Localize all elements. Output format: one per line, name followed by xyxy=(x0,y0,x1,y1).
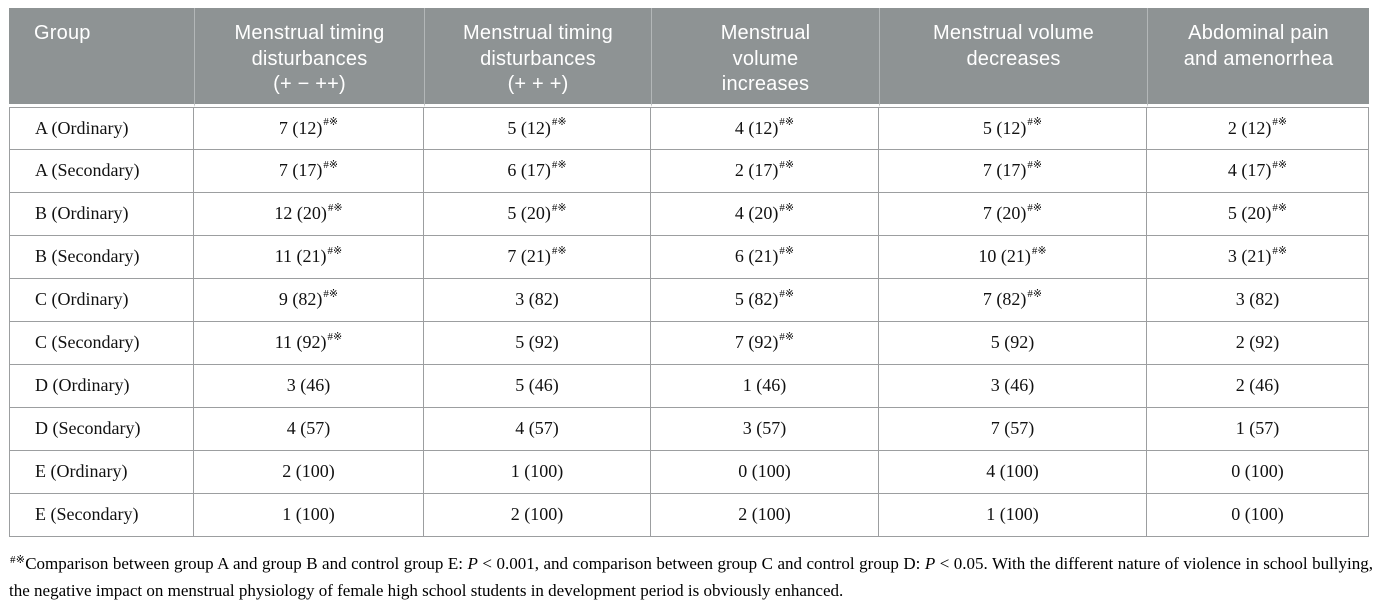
table-cell: 7 (21) #※ xyxy=(424,235,651,279)
table-cell: 3 (46) xyxy=(879,364,1147,408)
table-cell: 5 (92) xyxy=(879,321,1147,365)
table-cell: 3 (82) xyxy=(424,278,651,322)
row-group-label: D (Secondary) xyxy=(9,407,194,451)
table-cell: 5 (12) #※ xyxy=(879,106,1147,150)
column-header-timing-disturbances-mild: Menstrual timing disturbances (+ − ++) xyxy=(194,8,424,107)
row-group-label: A (Secondary) xyxy=(9,149,194,193)
column-header-group: Group xyxy=(9,8,194,107)
footnote-text: < 0.001, and comparison between group C … xyxy=(477,553,925,573)
table-cell: 0 (100) xyxy=(1147,493,1369,537)
table-cell: 3 (46) xyxy=(194,364,424,408)
row-group-label: A (Ordinary) xyxy=(9,106,194,150)
table-cell: 1 (100) xyxy=(879,493,1147,537)
table-cell: 4 (57) xyxy=(194,407,424,451)
significance-marker: #※ xyxy=(10,553,26,566)
table-cell: 5 (82) #※ xyxy=(651,278,879,322)
row-group-label: E (Ordinary) xyxy=(9,450,194,494)
table-cell: 1 (100) xyxy=(194,493,424,537)
table-cell: 7 (17) #※ xyxy=(879,149,1147,193)
table-cell: 5 (46) xyxy=(424,364,651,408)
table-cell: 2 (100) xyxy=(194,450,424,494)
table-cell: 5 (20) #※ xyxy=(1147,192,1369,236)
table-cell: 4 (100) xyxy=(879,450,1147,494)
table-cell: 2 (100) xyxy=(651,493,879,537)
row-group-label: B (Ordinary) xyxy=(9,192,194,236)
table-cell: 4 (20) #※ xyxy=(651,192,879,236)
table-cell: 2 (17) #※ xyxy=(651,149,879,193)
p-value-symbol: P xyxy=(467,553,478,573)
table-cell: 3 (21) #※ xyxy=(1147,235,1369,279)
table-cell: 2 (100) xyxy=(424,493,651,537)
footnote-text: Comparison between group A and group B a… xyxy=(25,553,468,573)
column-header-timing-disturbances-severe: Menstrual timing disturbances (+ + +) xyxy=(424,8,651,107)
table-figure: Group Menstrual timing disturbances (+ −… xyxy=(9,8,1373,605)
table-cell: 3 (57) xyxy=(651,407,879,451)
table-cell: 7 (92) #※ xyxy=(651,321,879,365)
table-cell: 9 (82) #※ xyxy=(194,278,424,322)
table-cell: 1 (100) xyxy=(424,450,651,494)
table-cell: 4 (12) #※ xyxy=(651,106,879,150)
table-cell: 10 (21) #※ xyxy=(879,235,1147,279)
table-cell: 1 (57) xyxy=(1147,407,1369,451)
column-header-volume-decreases: Menstrual volume decreases xyxy=(879,8,1147,107)
row-group-label: E (Secondary) xyxy=(9,493,194,537)
table-cell: 7 (57) xyxy=(879,407,1147,451)
table-cell: 6 (21) #※ xyxy=(651,235,879,279)
row-group-label: C (Ordinary) xyxy=(9,278,194,322)
table-cell: 3 (82) xyxy=(1147,278,1369,322)
column-header-abdominal-pain-amenorrhea: Abdominal pain and amenorrhea xyxy=(1147,8,1369,107)
row-group-label: B (Secondary) xyxy=(9,235,194,279)
table-cell: 7 (20) #※ xyxy=(879,192,1147,236)
table-cell: 5 (12) #※ xyxy=(424,106,651,150)
table-cell: 2 (92) xyxy=(1147,321,1369,365)
table-cell: 2 (46) xyxy=(1147,364,1369,408)
table-footnote: #※Comparison between group A and group B… xyxy=(9,550,1373,605)
table-cell: 7 (12) #※ xyxy=(194,106,424,150)
table-cell: 11 (92) #※ xyxy=(194,321,424,365)
row-group-label: C (Secondary) xyxy=(9,321,194,365)
table-cell: 6 (17) #※ xyxy=(424,149,651,193)
table-cell: 1 (46) xyxy=(651,364,879,408)
row-group-label: D (Ordinary) xyxy=(9,364,194,408)
table-cell: 2 (12) #※ xyxy=(1147,106,1369,150)
table-cell: 7 (17) #※ xyxy=(194,149,424,193)
table-cell: 7 (82) #※ xyxy=(879,278,1147,322)
table-cell: 0 (100) xyxy=(1147,450,1369,494)
table-cell: 0 (100) xyxy=(651,450,879,494)
p-value-symbol: P xyxy=(924,553,936,573)
data-table: Group Menstrual timing disturbances (+ −… xyxy=(9,8,1369,537)
column-header-volume-increases: Menstrual volume increases xyxy=(651,8,879,107)
table-cell: 5 (92) xyxy=(424,321,651,365)
table-cell: 11 (21) #※ xyxy=(194,235,424,279)
table-cell: 5 (20) #※ xyxy=(424,192,651,236)
table-cell: 4 (17) #※ xyxy=(1147,149,1369,193)
table-cell: 4 (57) xyxy=(424,407,651,451)
table-cell: 12 (20) #※ xyxy=(194,192,424,236)
